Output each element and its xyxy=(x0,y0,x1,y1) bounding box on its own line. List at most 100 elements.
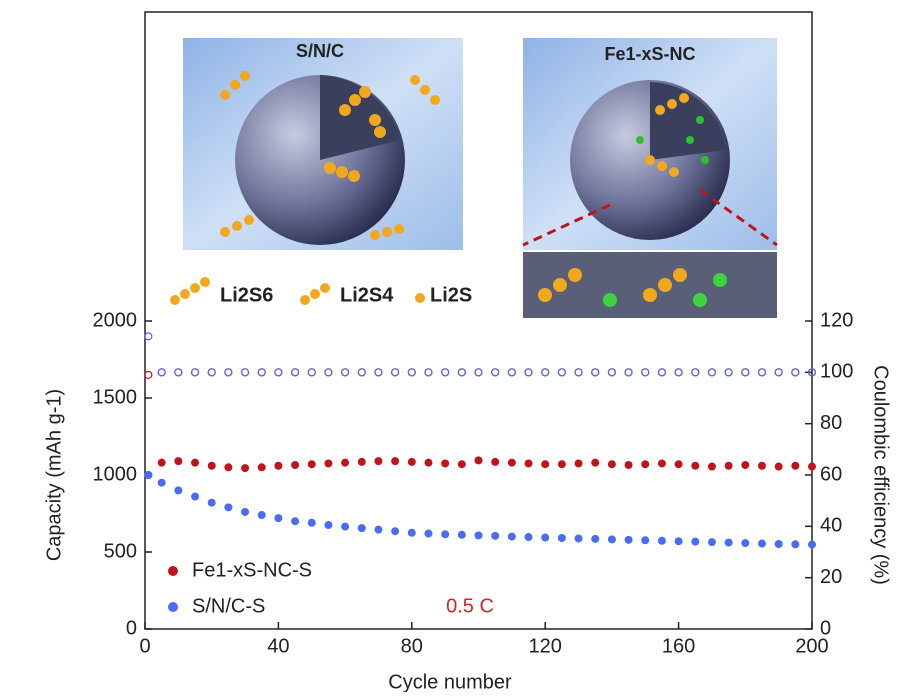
capacity-point xyxy=(475,456,483,464)
capacity-point xyxy=(575,459,583,467)
capacity-point xyxy=(491,532,499,540)
capacity-point xyxy=(158,459,166,467)
capacity-point xyxy=(675,537,683,545)
y-tick-label: 0 xyxy=(126,617,137,639)
ce-point xyxy=(475,369,482,376)
capacity-point xyxy=(708,538,716,546)
capacity-point xyxy=(541,534,549,542)
ce-point xyxy=(408,369,415,376)
ce-point xyxy=(575,369,582,376)
y-tick-label: 1000 xyxy=(93,463,138,485)
ce-point xyxy=(558,369,565,376)
capacity-point xyxy=(758,462,766,470)
capacity-point xyxy=(641,536,649,544)
capacity-point xyxy=(525,459,533,467)
x-tick-label: 120 xyxy=(529,635,562,657)
capacity-point xyxy=(491,458,499,466)
ce-point xyxy=(458,369,465,376)
inset-title: S/N/C xyxy=(296,41,344,61)
inset-left xyxy=(183,38,463,250)
y2-tick-label: 100 xyxy=(820,361,853,383)
ce-point xyxy=(608,369,615,376)
inset-right xyxy=(523,38,777,318)
capacity-point xyxy=(458,531,466,539)
capacity-point xyxy=(191,493,199,501)
capacity-point xyxy=(658,459,666,467)
y-axis-title: Capacity (mAh g-1) xyxy=(43,389,65,561)
y-tick-label: 2000 xyxy=(93,309,138,331)
y2-tick-label: 80 xyxy=(820,412,842,434)
species-label: Li2S xyxy=(430,284,472,306)
capacity-point xyxy=(208,499,216,507)
capacity-point xyxy=(591,459,599,467)
ce-point xyxy=(175,369,182,376)
ce-point xyxy=(525,369,532,376)
y2-tick-label: 60 xyxy=(820,463,842,485)
capacity-point xyxy=(708,463,716,471)
ce-point xyxy=(758,369,765,376)
x-tick-label: 80 xyxy=(401,635,423,657)
ce-point xyxy=(225,369,232,376)
capacity-point xyxy=(258,511,266,519)
ce-point xyxy=(275,369,282,376)
ce-point xyxy=(592,369,599,376)
y2-axis-title: Coulombic efficiency (%) xyxy=(870,365,892,585)
y-tick-label: 500 xyxy=(104,540,137,562)
ce-point xyxy=(308,369,315,376)
capacity-point xyxy=(158,479,166,487)
capacity-point xyxy=(641,460,649,468)
capacity-point xyxy=(144,471,152,479)
x-tick-label: 40 xyxy=(267,635,289,657)
capacity-point xyxy=(675,460,683,468)
capacity-point xyxy=(308,519,316,527)
capacity-point xyxy=(541,460,549,468)
inset-title: Fe1-xS-NC xyxy=(604,44,695,64)
capacity-point xyxy=(808,541,816,549)
capacity-point xyxy=(291,517,299,525)
capacity-point xyxy=(241,508,249,516)
chart: S/N/C Fe1-xS-NC Li2S6 Li2S4 Li2S Cycle n… xyxy=(0,0,901,692)
capacity-point xyxy=(625,536,633,544)
capacity-point xyxy=(258,463,266,471)
capacity-point xyxy=(341,459,349,467)
ce-point xyxy=(392,369,399,376)
ce-point xyxy=(642,369,649,376)
capacity-point xyxy=(608,535,616,543)
capacity-point xyxy=(608,460,616,468)
ce-point xyxy=(208,369,215,376)
ce-point xyxy=(792,369,799,376)
capacity-point xyxy=(424,459,432,467)
capacity-point xyxy=(775,540,783,548)
ce-point xyxy=(145,371,152,378)
ce-point xyxy=(425,369,432,376)
y2-tick-label: 20 xyxy=(820,566,842,588)
y2-tick-label: 0 xyxy=(820,617,831,639)
capacity-point xyxy=(625,461,633,469)
ce-point xyxy=(158,369,165,376)
capacity-point xyxy=(791,540,799,548)
capacity-point xyxy=(341,523,349,531)
legend-label: Fe1-xS-NC-S xyxy=(192,559,312,581)
capacity-point xyxy=(791,462,799,470)
y-tick-label: 1500 xyxy=(93,386,138,408)
capacity-point xyxy=(324,521,332,529)
ce-point xyxy=(492,369,499,376)
capacity-point xyxy=(224,463,232,471)
species-label: Li2S4 xyxy=(340,284,394,306)
capacity-point xyxy=(424,530,432,538)
capacity-point xyxy=(525,533,533,541)
ce-point xyxy=(192,369,199,376)
legend-marker xyxy=(168,566,178,576)
capacity-point xyxy=(324,459,332,467)
ce-point xyxy=(242,369,249,376)
ce-point xyxy=(442,369,449,376)
ce-point xyxy=(625,369,632,376)
capacity-point xyxy=(308,460,316,468)
capacity-point xyxy=(274,514,282,522)
ce-point xyxy=(658,369,665,376)
capacity-point xyxy=(358,458,366,466)
capacity-point xyxy=(558,534,566,542)
capacity-point xyxy=(691,538,699,546)
capacity-point xyxy=(174,486,182,494)
capacity-point xyxy=(691,462,699,470)
